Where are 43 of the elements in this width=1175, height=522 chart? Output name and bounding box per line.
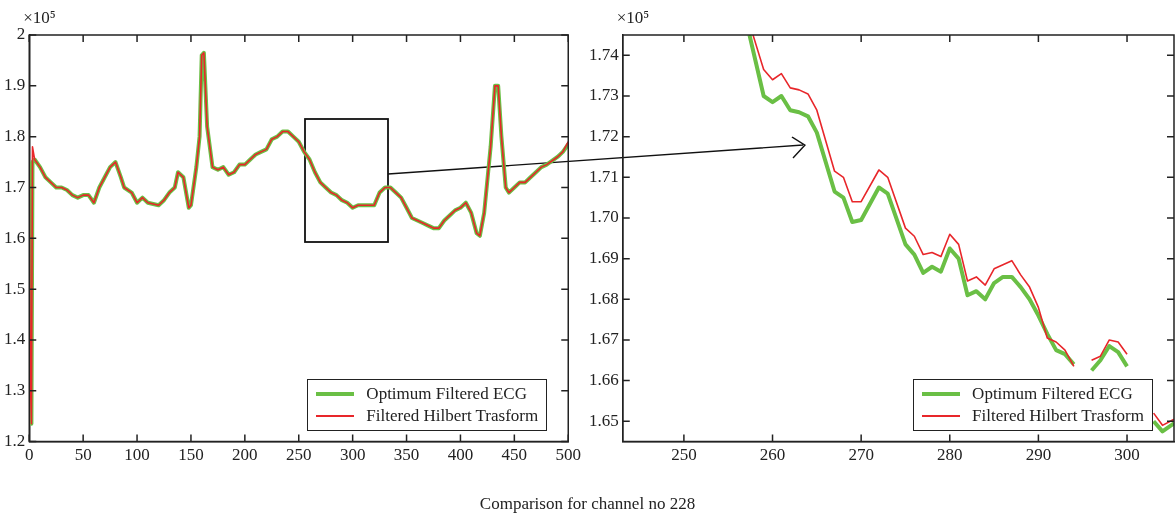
- legend-label: Optimum Filtered ECG: [972, 382, 1133, 405]
- y-tick-label: 1.65: [589, 410, 619, 430]
- x-tick-label: 200: [232, 445, 258, 465]
- y-tick-label: 1.3: [4, 380, 26, 400]
- x-tick-label: 250: [286, 445, 312, 465]
- legend-label: Filtered Hilbert Trasform: [972, 404, 1144, 427]
- y-axis-title: ×10⁵: [23, 8, 56, 27]
- x-tick-label: 250: [671, 445, 697, 465]
- y-tick-label: 1.72: [589, 126, 619, 146]
- x-tick-label: 100: [124, 445, 150, 465]
- x-tick-label: 150: [178, 445, 204, 465]
- text: Comparison for channel no 228: [478, 494, 697, 514]
- legend-label: Optimum Filtered ECG: [366, 382, 527, 405]
- x-tick-label: 300: [339, 445, 366, 465]
- x-tick-label: 50: [74, 445, 92, 465]
- y-tick-label: 1.71: [589, 166, 619, 186]
- y-tick-label: 1.2: [4, 431, 26, 451]
- y-tick-label: 1.73: [589, 85, 619, 105]
- y-tick-label: 1.67: [589, 329, 620, 349]
- y-tick-label: 1.5: [4, 278, 26, 298]
- y-tick-label: 1.69: [589, 248, 619, 268]
- x-tick-label: 450: [501, 445, 528, 465]
- y-tick-label: 1.68: [589, 288, 619, 308]
- y-tick-label: 1.74: [589, 44, 620, 64]
- y-axis-title: ×10⁵: [616, 8, 650, 27]
- x-tick-label: 270: [848, 445, 874, 465]
- y-tick-label: 1.70: [589, 207, 619, 227]
- y-tick-label: 1.6: [4, 227, 26, 247]
- x-tick-label: 400: [447, 445, 474, 465]
- y-tick-label: 1.7: [4, 176, 26, 196]
- x-tick-label: 350: [393, 445, 420, 465]
- y-tick-label: 1.4: [4, 329, 26, 349]
- y-tick-label: 1.8: [4, 126, 26, 146]
- x-tick-label: 260: [759, 445, 786, 465]
- y-tick-label: 2: [16, 24, 26, 44]
- y-tick-label: 1.9: [4, 75, 26, 95]
- x-tick-label: 300: [1114, 445, 1140, 465]
- x-tick-label: 0: [25, 445, 34, 465]
- x-tick-label: 500: [555, 445, 581, 465]
- y-tick-label: 1.66: [589, 370, 619, 390]
- x-tick-label: 290: [1025, 445, 1052, 465]
- x-tick-label: 280: [937, 445, 963, 465]
- legend-label: Filtered Hilbert Trasform: [366, 404, 539, 427]
